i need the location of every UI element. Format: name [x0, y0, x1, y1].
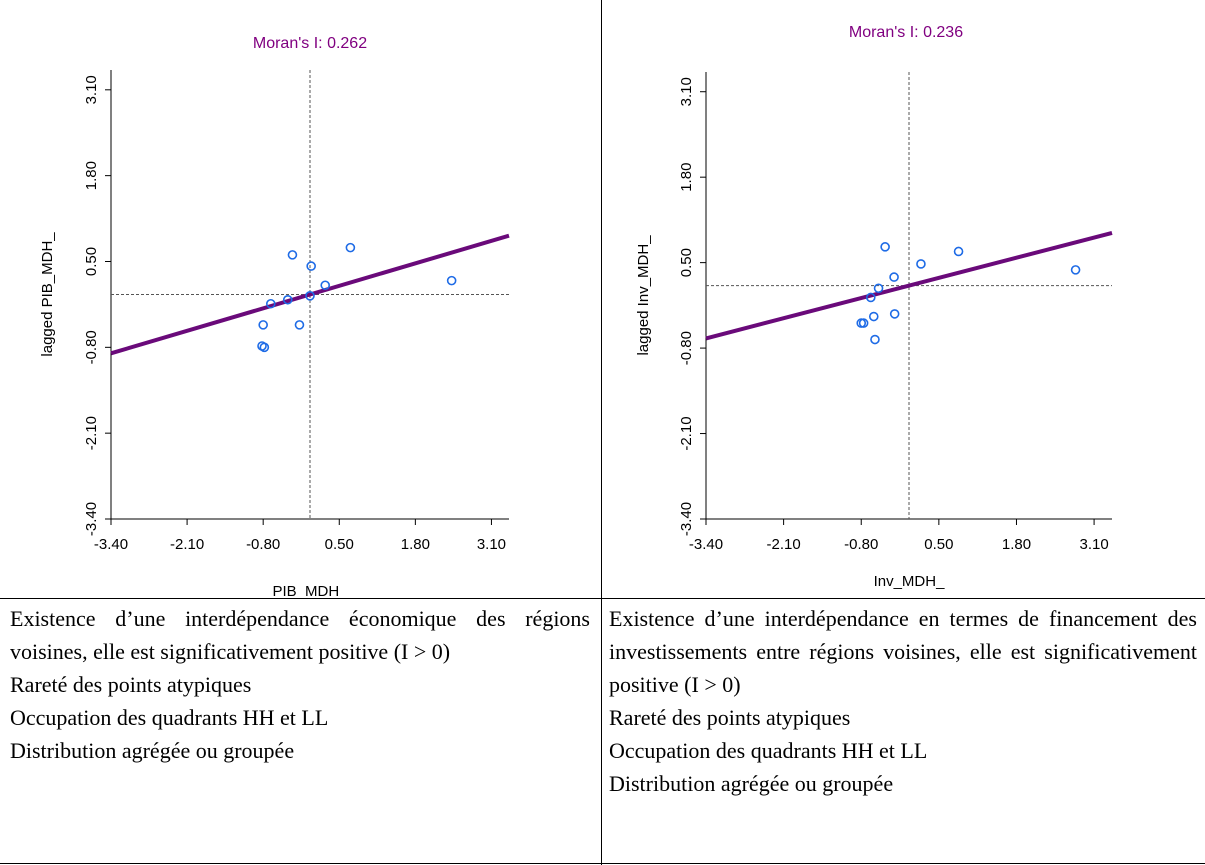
description-point: Rareté des points atypiques	[10, 672, 252, 697]
data-point	[345, 242, 356, 253]
description-right: Existence d’une interdépendance en terme…	[609, 602, 1197, 800]
data-point	[320, 280, 331, 291]
data-point	[265, 298, 276, 309]
y-tick-label: -3.40	[83, 502, 100, 536]
y-tick-label: -0.80	[83, 330, 100, 364]
x-tick-label: -3.40	[689, 536, 723, 553]
data-point	[953, 246, 964, 257]
data-point	[868, 311, 879, 322]
regression-line	[110, 233, 510, 356]
table-bottom-border	[0, 863, 1205, 864]
x-tick-label: -2.10	[767, 536, 801, 553]
description-intro: Existence d’une interdépendance en terme…	[609, 606, 1197, 697]
y-tick-label: 0.50	[83, 247, 100, 276]
description-left: Existence d’une interdépendance économiq…	[10, 602, 590, 767]
x-tick-label: 0.50	[325, 536, 354, 553]
data-point	[916, 259, 926, 269]
row-divider	[0, 598, 1205, 599]
data-point	[889, 309, 900, 319]
description-intro: Existence d’une interdépendance économiq…	[10, 606, 590, 664]
description-point: Distribution agrégée ou groupée	[10, 738, 295, 763]
data-point	[305, 291, 315, 301]
data-point	[306, 261, 316, 271]
y-axis-label: lagged PIB_MDH_	[39, 232, 56, 357]
x-axis-label: Inv_MDH_	[874, 573, 946, 590]
y-tick-label: -2.10	[678, 416, 695, 450]
data-point	[294, 320, 305, 330]
data-point	[282, 294, 293, 305]
data-point	[858, 318, 869, 328]
x-tick-label: -2.10	[170, 536, 204, 553]
x-tick-label: 3.10	[477, 536, 506, 553]
moran-scatterplot-pib: -3.40 -2.10 -0.80 0.50 1.80 3.10 -3.40 -2.10 -0.…	[39, 35, 510, 598]
y-tick-label: 1.80	[83, 161, 100, 190]
data-point	[889, 272, 899, 282]
y-axis-label: lagged Inv_MDH_	[635, 235, 652, 356]
description-point: Occupation des quadrants HH et LL	[10, 705, 329, 730]
y-tick-label: -0.80	[678, 331, 695, 365]
chart-title: Moran's I: 0.236	[849, 24, 963, 41]
y-tick-label: 3.10	[83, 75, 100, 104]
data-point	[287, 250, 298, 260]
y-tick-label: 0.50	[678, 248, 695, 277]
data-point	[865, 292, 876, 303]
data-point	[446, 275, 457, 286]
data-point	[259, 342, 270, 353]
column-divider	[601, 0, 602, 865]
data-point	[258, 320, 268, 330]
description-point: Rareté des points atypiques	[609, 705, 851, 730]
x-tick-label: -3.40	[94, 536, 128, 553]
data-point	[873, 283, 884, 294]
data-point	[870, 334, 880, 345]
data-point	[880, 242, 890, 252]
description-point: Occupation des quadrants HH et LL	[609, 738, 928, 763]
x-tick-label: 1.80	[401, 536, 430, 553]
y-tick-label: -3.40	[678, 502, 695, 536]
regression-line	[705, 230, 1113, 341]
y-tick-label: 3.10	[678, 77, 695, 106]
y-tick-label: -2.10	[83, 416, 100, 450]
x-axis-label: PIB_MDH_	[272, 583, 348, 598]
x-tick-label: 3.10	[1079, 536, 1108, 553]
y-tick-label: 1.80	[678, 163, 695, 192]
description-point: Distribution agrégée ou groupée	[609, 771, 894, 796]
moran-scatterplot-inv: -3.40 -2.10 -0.80 0.50 1.80 3.10 -3.40 -2.10 -0.…	[635, 24, 1113, 590]
chart-title: Moran's I: 0.262	[253, 35, 367, 52]
x-tick-label: 1.80	[1002, 536, 1031, 553]
x-tick-label: -0.80	[246, 536, 280, 553]
x-tick-label: -0.80	[844, 536, 878, 553]
data-point	[1070, 265, 1081, 275]
x-tick-label: 0.50	[924, 536, 953, 553]
